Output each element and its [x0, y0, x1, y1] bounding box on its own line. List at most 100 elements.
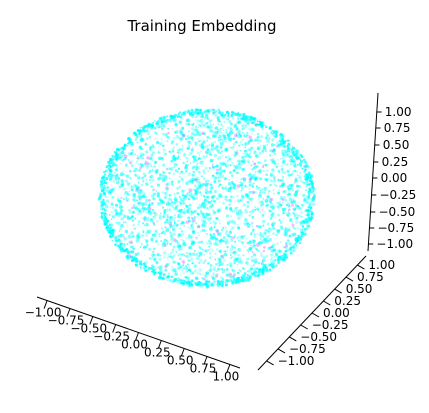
data-point	[254, 257, 258, 261]
data-point	[246, 204, 250, 209]
data-point	[307, 183, 309, 186]
data-point	[223, 169, 226, 173]
data-point	[206, 116, 209, 119]
data-point	[204, 114, 209, 118]
data-point	[191, 111, 194, 114]
data-point	[176, 114, 180, 118]
data-point	[109, 165, 113, 168]
data-point	[248, 177, 253, 181]
data-point	[267, 230, 271, 234]
data-point	[182, 239, 185, 242]
data-point	[110, 161, 113, 165]
data-point	[123, 188, 126, 191]
data-point	[291, 146, 295, 150]
data-point	[247, 134, 249, 137]
data-point	[119, 208, 124, 213]
data-point	[179, 147, 184, 152]
data-point	[260, 122, 263, 126]
data-point	[230, 257, 232, 259]
data-point	[273, 183, 276, 186]
data-point	[182, 202, 185, 205]
data-point	[209, 212, 211, 215]
data-point	[189, 113, 192, 117]
data-point	[251, 232, 253, 234]
data-point	[279, 225, 284, 229]
data-point	[216, 168, 219, 172]
data-point	[187, 263, 190, 266]
data-point	[303, 227, 307, 231]
data-point	[279, 221, 283, 224]
data-point	[199, 131, 201, 133]
data-point	[222, 226, 225, 230]
data-point	[226, 263, 229, 267]
data-point	[175, 223, 179, 227]
data-point	[168, 150, 171, 153]
data-point	[282, 176, 285, 179]
data-point	[269, 217, 273, 220]
data-point	[196, 224, 201, 229]
data-point	[228, 203, 231, 206]
data-point	[248, 240, 252, 245]
data-point	[124, 191, 128, 195]
data-point	[192, 252, 196, 256]
data-point	[163, 255, 166, 257]
data-point	[304, 229, 307, 232]
data-point	[205, 199, 210, 204]
data-point	[262, 236, 265, 238]
data-point	[219, 141, 224, 146]
data-point	[251, 215, 255, 219]
data-point	[259, 211, 262, 213]
data-point	[193, 110, 197, 114]
data-point	[207, 248, 211, 252]
data-point	[269, 253, 274, 257]
data-point	[264, 267, 268, 271]
data-point	[150, 185, 153, 188]
data-point	[272, 158, 275, 161]
data-point	[217, 157, 220, 160]
data-point	[128, 210, 133, 215]
data-point	[110, 158, 114, 162]
data-point	[123, 237, 127, 241]
data-point	[271, 222, 275, 227]
data-point	[274, 259, 277, 262]
data-point	[181, 221, 185, 225]
y-tick-mark	[311, 312, 320, 318]
z-tick-label: −0.50	[379, 205, 416, 219]
data-point	[168, 272, 170, 275]
data-point	[179, 222, 183, 226]
data-point	[260, 202, 265, 207]
data-point	[215, 262, 218, 266]
data-point	[215, 273, 219, 276]
data-point	[224, 187, 227, 190]
data-point	[161, 174, 166, 178]
data-point	[166, 115, 169, 118]
data-point	[202, 171, 206, 175]
data-point	[294, 227, 296, 230]
data-point	[145, 196, 147, 198]
data-point	[266, 139, 270, 144]
data-point	[219, 165, 222, 169]
data-point	[260, 188, 263, 191]
data-point	[307, 224, 310, 228]
data-point	[200, 203, 204, 207]
data-point	[130, 188, 133, 192]
data-point	[197, 254, 201, 258]
data-point	[143, 267, 146, 270]
data-point	[221, 150, 224, 153]
data-point	[168, 167, 172, 171]
data-point	[206, 122, 209, 124]
data-point	[234, 167, 237, 170]
data-point	[233, 196, 235, 199]
data-point	[282, 246, 284, 248]
data-point	[174, 113, 177, 117]
data-point	[177, 266, 181, 270]
data-point	[205, 206, 209, 210]
data-point	[149, 229, 151, 232]
data-point	[155, 219, 159, 223]
data-point	[118, 246, 121, 249]
y-tick-label: 1.00	[368, 258, 395, 272]
data-point	[117, 238, 121, 242]
data-point	[311, 186, 314, 188]
data-point	[148, 162, 152, 166]
data-point	[241, 155, 246, 160]
